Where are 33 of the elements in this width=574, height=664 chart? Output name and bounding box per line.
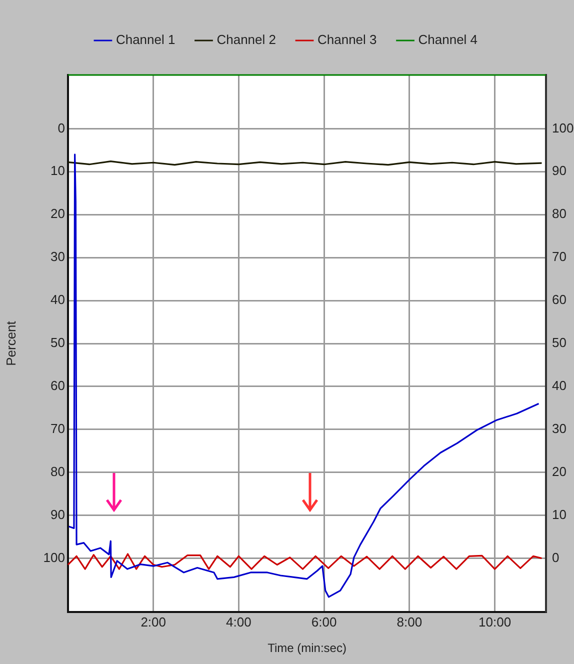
y2-tick-label: 20 [552,464,566,479]
y-tick-label: 10 [50,163,65,178]
legend-label: Channel 2 [216,32,276,48]
legend-label: Channel 3 [318,32,377,48]
x-tick-label: 6:00 [311,614,337,630]
y-axis-title: Percent [3,320,18,366]
y2-tick-label: 0 [552,550,560,565]
legend-label: Channel 4 [418,32,478,48]
y2-tick-label: 10 [552,506,566,522]
x-axis-title: Time (min:sec) [268,641,346,656]
legend-label: Channel 1 [116,32,176,48]
y-tick-label: 70 [50,421,65,436]
y-tick-label: 20 [50,206,65,222]
y-tick-label: 60 [50,378,65,394]
y-tick-label: 100 [43,550,65,565]
y2-tick-label: 100 [552,120,574,136]
y2-tick-label: 30 [552,421,566,436]
y2-tick-label: 80 [552,206,566,222]
y2-tick-label: 40 [552,378,566,394]
y-tick-label: 0 [58,120,65,136]
y-tick-label: 80 [50,464,65,479]
y2-tick-label: 50 [552,335,566,350]
y-tick-label: 90 [50,506,65,522]
y-tick-label: 30 [50,249,65,264]
y-tick-label: 40 [50,292,65,308]
x-tick-label: 4:00 [226,614,252,630]
y2-tick-label: 90 [552,163,566,178]
y-tick-label: 50 [50,335,65,350]
y2-tick-label: 60 [552,292,566,308]
x-tick-label: 8:00 [396,614,422,630]
x-tick-label: 10:00 [478,614,512,630]
y2-tick-label: 70 [552,249,566,264]
x-tick-label: 2:00 [140,614,166,630]
